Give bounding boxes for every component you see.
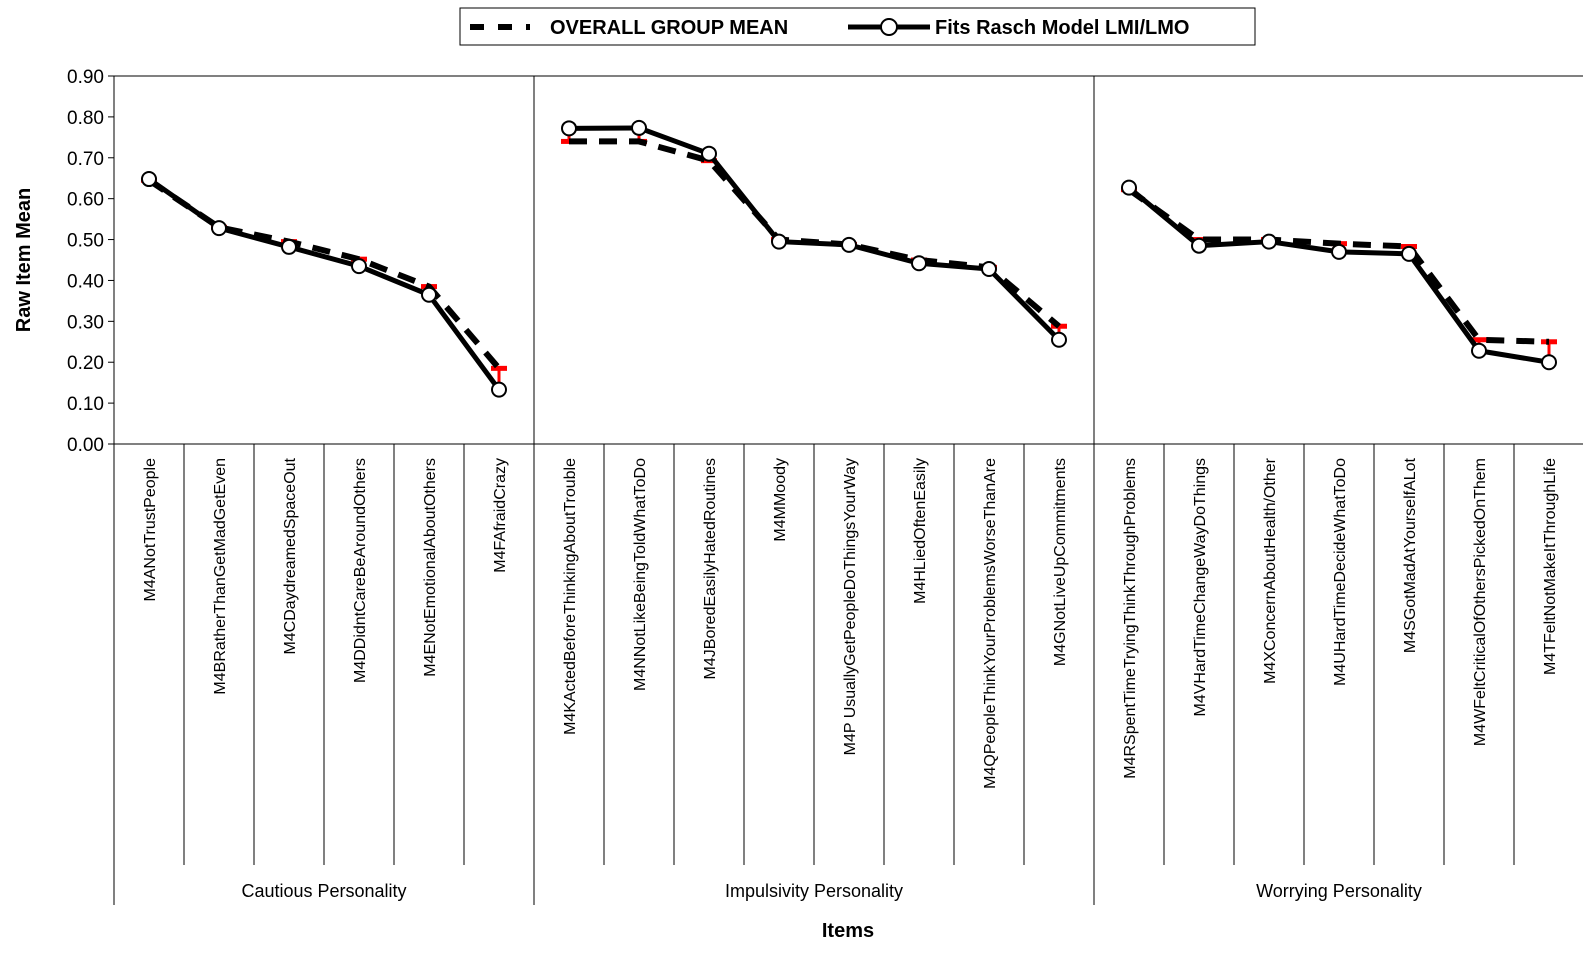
group-label: Cautious Personality — [241, 881, 406, 901]
rasch-point — [281, 238, 297, 255]
y-tick-label: 0.20 — [67, 353, 104, 374]
item-label: M4UHardTimeDecideWhatToDo — [1332, 458, 1349, 686]
rasch-point — [351, 258, 367, 275]
rasch-point — [1191, 237, 1207, 254]
item-label: M4QPeopleThinkYourProblemsWorseThanAre — [982, 458, 999, 789]
rasch-point — [1471, 342, 1487, 359]
y-tick-label: 0.80 — [67, 108, 104, 129]
item-label: M4SGotMadAtYourselfALot — [1402, 457, 1419, 653]
rasch-model-line — [147, 176, 502, 392]
item-label: M4RSpentTimeTryingThinkThroughProblems — [1122, 458, 1139, 779]
group-label: Impulsivity Personality — [725, 881, 903, 901]
rasch-point — [701, 145, 717, 162]
item-label: M4FAfraidCrazy — [492, 458, 509, 573]
y-tick-label: 0.50 — [67, 231, 104, 252]
item-label: M4VHardTimeChangeWayDoThings — [1192, 458, 1209, 716]
item-label: M4P UsuallyGetPeopleDoThingsYourWay — [842, 458, 859, 755]
rasch-model-line — [568, 125, 1061, 342]
y-tick-label: 0.60 — [67, 190, 104, 211]
item-label: M4GNotLiveUpCommitments — [1052, 458, 1069, 666]
item-label: M4ENotEmotionalAboutOthers — [422, 458, 439, 677]
item-label: M4DDidntCareBeAroundOthers — [352, 458, 369, 683]
item-label: M4XConcernAboutHealth/Other — [1262, 457, 1279, 684]
legend-label-group-mean: OVERALL GROUP MEAN — [550, 17, 788, 39]
item-label: M4BRatherThanGetMadGetEven — [212, 458, 229, 695]
rasch-point — [1331, 243, 1347, 260]
item-label: M4CDaydreamedSpaceOut — [282, 457, 299, 654]
rasch-point — [841, 236, 857, 253]
item-label: M4NNotLikeBeingToldWhatToDo — [632, 458, 649, 691]
item-label: M4KActedBeforeThinkingAboutTrouble — [562, 458, 579, 735]
rasch-point — [911, 255, 927, 272]
x-axis-title: Items — [822, 920, 874, 942]
item-label: M4HLiedOftenEasily — [912, 458, 929, 604]
plot-area: 0.00 0.10 0.20 0.30 0.40 0.50 0.60 0.70 0.80 0.90… — [67, 67, 1583, 905]
rasch-point — [1401, 245, 1417, 262]
rasch-point — [211, 220, 227, 237]
rasch-model-line — [1127, 185, 1550, 365]
item-label: M4TFeltNotMakeItThroughLife — [1542, 458, 1559, 675]
legend-circle-marker — [880, 18, 898, 36]
rasch-point — [141, 171, 157, 188]
rasch-point — [421, 286, 437, 303]
item-label: M4WFeltCriticalOfOthersPickedOnThem — [1472, 458, 1489, 746]
rasch-point — [631, 119, 647, 136]
group-mean-line — [569, 138, 1061, 329]
y-tick-label: 0.10 — [67, 394, 104, 415]
y-tick-label: 0.40 — [67, 271, 104, 292]
y-tick-label: 0.70 — [67, 149, 104, 170]
rasch-point — [981, 260, 997, 277]
rasch-point — [561, 120, 577, 137]
y-tick-label: 0.30 — [67, 312, 104, 333]
item-label: M4ANotTrustPeople — [142, 458, 159, 602]
rasch-point — [491, 381, 507, 398]
legend-label-rasch-model: Fits Rasch Model LMI/LMO — [935, 17, 1189, 39]
y-tick-label: 0.00 — [67, 435, 104, 456]
item-label: M4JBoredEasilyHatedRoutines — [702, 458, 719, 679]
item-label: M4MMoody — [772, 458, 789, 542]
rasch-point — [1541, 354, 1557, 371]
y-axis-title: Raw Item Mean — [13, 188, 35, 332]
rasch-point — [771, 233, 787, 250]
group-mean-line — [147, 177, 502, 371]
y-tick-label: 0.90 — [67, 67, 104, 88]
rasch-point — [1261, 233, 1277, 250]
rasch-point — [1051, 331, 1067, 348]
rasch-point — [1121, 179, 1137, 196]
group-mean-line — [1127, 187, 1550, 345]
group-label: Worrying Personality — [1256, 881, 1422, 901]
